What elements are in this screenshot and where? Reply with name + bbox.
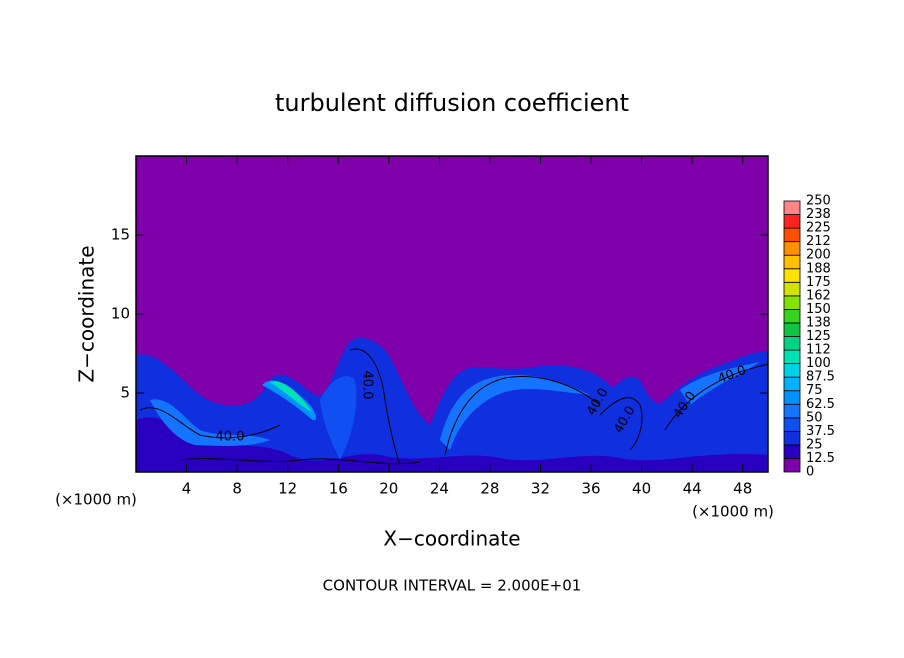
y-tick-label: 15 (111, 226, 130, 244)
x-tick-label: 40 (632, 480, 651, 498)
colorbar-label: 25 (806, 437, 823, 452)
colorbar-label: 225 (806, 221, 831, 236)
colorbar-label: 188 (806, 261, 831, 276)
x-axis-label: X−coordinate (383, 527, 520, 551)
colorbar-box (783, 430, 801, 446)
colorbar-box (783, 200, 801, 215)
colorbar-box (783, 214, 801, 229)
colorbar-label: 87.5 (806, 370, 835, 385)
y-tick-label: 10 (111, 305, 130, 323)
chart-title: turbulent diffusion coefficient (275, 89, 629, 117)
field-region (136, 417, 768, 472)
x-tick-label: 20 (379, 480, 398, 498)
colorbar-box (783, 403, 801, 419)
field-region (270, 381, 312, 412)
colorbar-label: 50 (806, 410, 823, 425)
colorbar-label: 0 (806, 465, 814, 480)
colorbar-box (783, 308, 801, 324)
colorbar-box (783, 444, 801, 459)
colorbar-label: 200 (806, 248, 831, 263)
colorbar-label: 138 (806, 315, 831, 330)
colorbar-label: 37.5 (806, 424, 835, 439)
colorbar-box (783, 390, 801, 405)
colorbar-box (783, 322, 801, 337)
colorbar-box (783, 363, 801, 378)
colorbar-label: 12.5 (806, 451, 835, 466)
colorbar-box (783, 241, 801, 256)
footer-note: CONTOUR INTERVAL = 2.000E+01 (323, 577, 582, 595)
colorbar-label: 100 (806, 356, 831, 371)
field-region (136, 337, 768, 472)
colorbar-label: 150 (806, 302, 831, 317)
x-tick-label: 28 (480, 480, 499, 498)
colorbar-label: 175 (806, 275, 831, 290)
x-unit-label: (×1000 m) (692, 503, 774, 521)
x-tick-label: 32 (531, 480, 550, 498)
field-region (150, 399, 270, 446)
colorbar-box (783, 376, 801, 392)
colorbar-label: 238 (806, 207, 831, 222)
colorbar-label: 250 (806, 194, 831, 209)
contour-lines (139, 348, 768, 466)
field-region (262, 380, 316, 421)
colorbar-box (783, 227, 801, 243)
contour-label: 40.0 (216, 430, 245, 445)
colorbar-label: 212 (806, 234, 831, 249)
colorbar-label: 162 (806, 288, 831, 303)
x-tick-label: 48 (733, 480, 752, 498)
x-tick-label: 36 (581, 480, 600, 498)
field-region (440, 374, 590, 450)
colorbar-label: 62.5 (806, 397, 835, 412)
field-region (680, 362, 760, 405)
colorbar-box (783, 295, 801, 310)
x-tick-label: 16 (329, 480, 348, 498)
x-tick-label: 8 (232, 480, 242, 498)
x-tick-label: 12 (278, 480, 297, 498)
x-tick-label: 24 (430, 480, 449, 498)
colorbar-box (783, 254, 801, 270)
colorbar-label: 125 (806, 329, 831, 344)
field (136, 337, 768, 472)
y-axis-label: Z−coordinate (75, 245, 99, 382)
x-tick-label: 44 (683, 480, 702, 498)
colorbar-box (783, 349, 801, 364)
x-unit-label: (×1000 m) (55, 491, 137, 509)
y-tick-label: 5 (120, 384, 130, 402)
colorbar-label: 112 (806, 343, 831, 358)
colorbar-box (783, 417, 801, 432)
field-region (320, 376, 357, 460)
colorbar-box (783, 268, 801, 283)
colorbar-label: 75 (806, 383, 823, 398)
x-tick-label: 4 (182, 480, 192, 498)
contour-label: 40.0 (360, 371, 375, 400)
colorbar-box (783, 281, 801, 297)
colorbar-box (783, 336, 801, 351)
colorbar-box (783, 458, 801, 473)
